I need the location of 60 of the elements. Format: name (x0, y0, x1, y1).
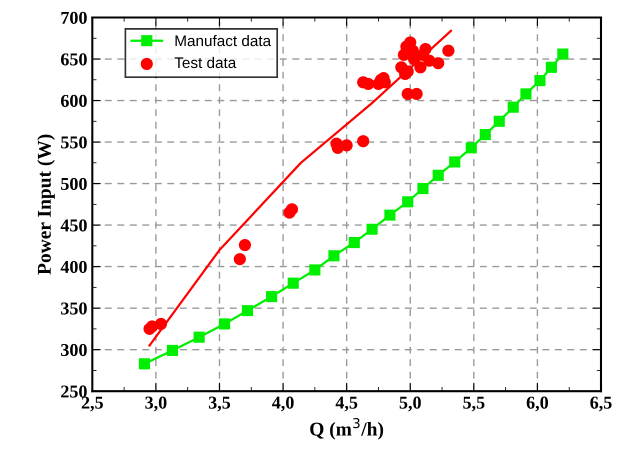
point (138, 358, 150, 370)
y-axis-title: Power Input (W) (37, 134, 55, 275)
x-tick-label: 3,5 (208, 396, 230, 412)
point (410, 88, 423, 100)
y-tick-label: 600 (60, 94, 87, 107)
point (348, 236, 360, 248)
point (328, 250, 340, 262)
y-tick-label: 400 (60, 260, 87, 274)
x-tick-label: 5,5 (463, 396, 484, 412)
point (414, 61, 426, 74)
legend-label: Test data (174, 56, 236, 68)
x-tick-label: 4,0 (272, 396, 294, 412)
point (194, 332, 205, 343)
point (557, 48, 568, 60)
x-tick-label: 4,5 (336, 396, 358, 412)
point (534, 75, 546, 86)
point (442, 44, 454, 57)
point (288, 278, 299, 289)
point (508, 102, 519, 113)
point (219, 318, 230, 330)
point (466, 142, 477, 154)
point (340, 139, 353, 152)
y-tick-label: 450 (60, 219, 87, 232)
x-tick-label: 6,0 (526, 396, 548, 412)
legend-label: Manufact data (176, 34, 272, 46)
point (266, 290, 278, 302)
x-tick-label: 5,0 (400, 396, 421, 412)
point (238, 238, 251, 252)
y-tick-label: 550 (61, 136, 87, 148)
x-tick-label: 2,5 (82, 396, 103, 412)
point (402, 196, 414, 208)
point (357, 135, 370, 148)
y-tick-label: 650 (60, 53, 87, 66)
y-tick-label: 700 (61, 12, 87, 24)
point (154, 318, 168, 330)
point (166, 344, 178, 356)
point (417, 183, 429, 194)
x-axis-title: Q (m$^{3}$/h) (310, 418, 384, 440)
y-tick-label: 500 (61, 178, 87, 190)
y-tick-label: 250 (61, 385, 87, 398)
point (286, 203, 298, 216)
point (480, 129, 491, 140)
point (234, 253, 246, 266)
point (362, 78, 374, 90)
point (432, 57, 444, 70)
point (520, 88, 532, 100)
point (242, 305, 254, 316)
point (366, 224, 378, 235)
x-tick-label: 3,0 (145, 396, 166, 412)
x-tick-label: 6,5 (590, 396, 612, 412)
y-tick-label: 300 (61, 344, 87, 356)
point (419, 42, 432, 56)
point (449, 156, 460, 168)
line-series (148, 30, 452, 347)
y-tick-label: 350 (61, 302, 87, 315)
point (384, 210, 396, 221)
point (494, 116, 505, 127)
point (546, 62, 557, 73)
point (309, 264, 320, 276)
point (432, 170, 444, 181)
